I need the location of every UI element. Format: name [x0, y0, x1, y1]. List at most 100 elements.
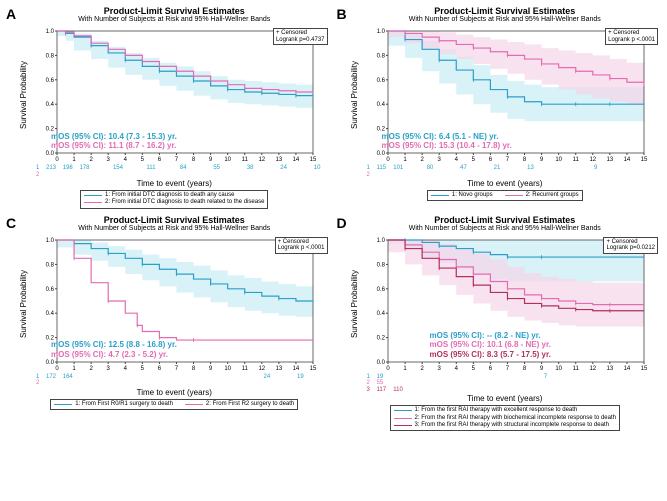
- svg-text:0.4: 0.4: [46, 102, 55, 108]
- svg-text:0: 0: [386, 157, 390, 163]
- svg-text:8: 8: [192, 366, 196, 372]
- svg-text:0.0: 0.0: [376, 360, 385, 366]
- mos-annotation: mOS (95% CI): 6.4 (5.1 - NE) yr.mOS (95%…: [382, 132, 512, 151]
- svg-text:0: 0: [386, 366, 390, 372]
- svg-text:7: 7: [505, 366, 509, 372]
- svg-text:0.6: 0.6: [376, 286, 385, 292]
- km-plot: 0.00.20.40.60.81.00123456789101112131415…: [29, 25, 331, 165]
- legend-item: 1: From First R0/R1 surgery to death: [54, 401, 173, 408]
- legend: 1: From First R0/R1 surgery to death 2: F…: [50, 399, 298, 410]
- y-axis-label: Survival Probability: [349, 25, 360, 165]
- legend: 1: From the first RAI therapy with excel…: [390, 405, 620, 431]
- panel-label: C: [6, 215, 16, 231]
- svg-text:0.2: 0.2: [376, 335, 385, 341]
- svg-text:7: 7: [505, 157, 509, 163]
- svg-text:1.0: 1.0: [46, 238, 55, 244]
- logrank-box: + CensoredLogrank p <.0001: [275, 237, 328, 254]
- svg-text:0.6: 0.6: [46, 286, 55, 292]
- panel-label: A: [6, 6, 16, 22]
- svg-text:7: 7: [175, 157, 179, 163]
- svg-text:14: 14: [623, 366, 630, 372]
- svg-text:0.0: 0.0: [376, 151, 385, 157]
- svg-text:1.0: 1.0: [376, 29, 385, 35]
- svg-text:6: 6: [488, 366, 492, 372]
- svg-text:5: 5: [141, 157, 145, 163]
- panel-a: AProduct-Limit Survival EstimatesWith Nu…: [4, 4, 333, 211]
- svg-text:1: 1: [403, 157, 407, 163]
- svg-text:0: 0: [55, 157, 59, 163]
- legend-item: 2: From First R2 surgery to death: [185, 401, 294, 408]
- svg-text:8: 8: [192, 157, 196, 163]
- x-axis-label: Time to event (years): [18, 388, 331, 397]
- svg-text:3: 3: [107, 366, 111, 372]
- svg-text:4: 4: [454, 366, 458, 372]
- svg-text:0.8: 0.8: [376, 53, 385, 59]
- svg-text:0.4: 0.4: [376, 311, 385, 317]
- svg-text:2: 2: [89, 157, 93, 163]
- svg-text:3: 3: [437, 366, 441, 372]
- x-axis-label: Time to event (years): [349, 394, 662, 403]
- svg-text:9: 9: [209, 157, 213, 163]
- svg-text:0: 0: [55, 366, 59, 372]
- svg-text:0.8: 0.8: [46, 262, 55, 268]
- svg-text:15: 15: [640, 366, 647, 372]
- svg-text:12: 12: [258, 366, 265, 372]
- chart-title: Product-Limit Survival Estimates: [349, 6, 662, 16]
- x-axis-label: Time to event (years): [349, 179, 662, 188]
- svg-text:12: 12: [589, 157, 596, 163]
- panel-c: CProduct-Limit Survival EstimatesWith Nu…: [4, 213, 333, 433]
- y-axis-label: Survival Probability: [349, 234, 360, 374]
- chart-subtitle: With Number of Subjects at Risk and 95% …: [18, 225, 331, 232]
- chart-subtitle: With Number of Subjects at Risk and 95% …: [349, 225, 662, 232]
- svg-text:0.0: 0.0: [46, 360, 55, 366]
- svg-text:12: 12: [589, 366, 596, 372]
- svg-text:5: 5: [471, 366, 475, 372]
- at-risk-table: 11972553117110: [349, 374, 662, 394]
- svg-text:6: 6: [158, 157, 162, 163]
- chart-subtitle: With Number of Subjects at Risk and 95% …: [349, 16, 662, 23]
- svg-text:8: 8: [522, 366, 526, 372]
- at-risk-table: 11151018047211392: [349, 165, 662, 178]
- legend-item: 2: Recurrent groups: [505, 192, 579, 199]
- chart-title: Product-Limit Survival Estimates: [349, 215, 662, 225]
- svg-text:0.8: 0.8: [376, 262, 385, 268]
- legend-item: 1: From the first RAI therapy with excel…: [394, 407, 616, 414]
- svg-text:9: 9: [539, 366, 543, 372]
- svg-text:1: 1: [403, 366, 407, 372]
- legend-item: 2: From the first RAI therapy with bioch…: [394, 415, 616, 422]
- chart-title: Product-Limit Survival Estimates: [18, 6, 331, 16]
- svg-text:0.0: 0.0: [46, 151, 55, 157]
- svg-text:14: 14: [293, 366, 300, 372]
- svg-text:11: 11: [572, 157, 579, 163]
- svg-text:3: 3: [437, 157, 441, 163]
- chart-title: Product-Limit Survival Estimates: [18, 215, 331, 225]
- at-risk-table: 117216424192: [18, 374, 331, 387]
- svg-text:6: 6: [158, 366, 162, 372]
- svg-text:2: 2: [420, 366, 424, 372]
- logrank-box: + CensoredLogrank p=0.4737: [273, 28, 328, 45]
- svg-text:0.4: 0.4: [46, 311, 55, 317]
- svg-text:9: 9: [539, 157, 543, 163]
- at-risk-table: 121319817815411184553824102: [18, 165, 331, 178]
- panel-d: DProduct-Limit Survival EstimatesWith Nu…: [335, 213, 664, 433]
- panel-b: BProduct-Limit Survival EstimatesWith Nu…: [335, 4, 664, 211]
- svg-text:4: 4: [454, 157, 458, 163]
- svg-text:4: 4: [124, 366, 128, 372]
- svg-text:11: 11: [572, 366, 579, 372]
- km-plot: 0.00.20.40.60.81.00123456789101112131415…: [29, 234, 331, 374]
- svg-text:10: 10: [224, 157, 231, 163]
- svg-text:0.6: 0.6: [376, 78, 385, 84]
- svg-text:11: 11: [242, 366, 249, 372]
- legend: 1: From initial DTC diagnosis to death a…: [80, 190, 268, 208]
- svg-text:7: 7: [175, 366, 179, 372]
- svg-text:5: 5: [471, 157, 475, 163]
- svg-text:10: 10: [555, 157, 562, 163]
- svg-text:10: 10: [555, 366, 562, 372]
- svg-text:0.4: 0.4: [376, 102, 385, 108]
- svg-text:0.6: 0.6: [46, 78, 55, 84]
- svg-text:14: 14: [623, 157, 630, 163]
- svg-text:15: 15: [310, 157, 317, 163]
- km-plot: 0.00.20.40.60.81.00123456789101112131415…: [360, 25, 662, 165]
- plot-area: Survival Probability0.00.20.40.60.81.001…: [18, 234, 331, 374]
- svg-text:1.0: 1.0: [376, 238, 385, 244]
